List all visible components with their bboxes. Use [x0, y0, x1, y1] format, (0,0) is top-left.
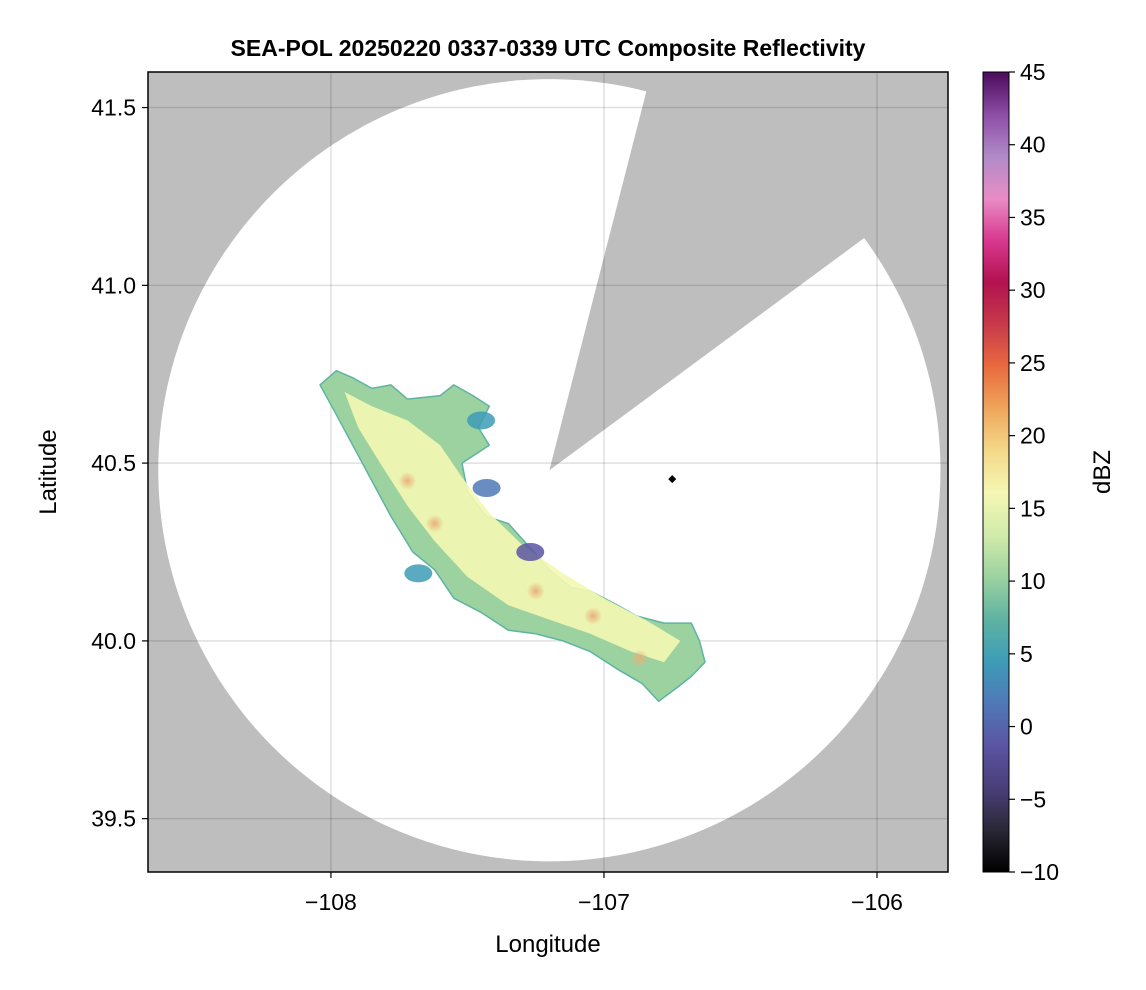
chart-title: SEA-POL 20250220 0337-0339 UTC Composite… — [231, 35, 866, 61]
colorbar-tick-label: −5 — [1020, 786, 1046, 812]
colorbar-tick-label: −10 — [1020, 859, 1059, 885]
colorbar-tick-label: 0 — [1020, 714, 1033, 740]
y-tick-label: 40.0 — [91, 628, 136, 654]
echo-core-region — [344, 392, 681, 663]
y-tick-label: 41.5 — [91, 95, 136, 121]
colorbar-gradient — [982, 71, 1010, 873]
echo-low-cell — [404, 564, 433, 583]
blocked-sector — [549, 72, 948, 471]
x-axis-ticks: −108 −107 −106 — [305, 872, 903, 915]
echo-low-cell — [472, 479, 501, 497]
colorbar: −10 −5 0 5 10 15 20 25 30 35 40 45 dBZ — [982, 59, 1116, 885]
echo-peak-cell — [584, 607, 603, 625]
colorbar-label: dBZ — [1089, 450, 1116, 494]
grid-lines — [148, 72, 948, 872]
plot-area — [147, 71, 949, 873]
y-axis-ticks: 39.5 40.0 40.5 41.0 41.5 — [91, 95, 148, 832]
y-tick-label: 40.5 — [91, 450, 136, 476]
colorbar-tick-label: 15 — [1020, 495, 1046, 521]
y-tick-label: 41.0 — [91, 272, 136, 298]
y-axis-label: Latitude — [35, 429, 62, 514]
x-axis-label: Longitude — [495, 931, 600, 958]
echo-low-cell — [467, 411, 496, 430]
x-tick-label: −107 — [578, 889, 630, 915]
colorbar-tick-label: 35 — [1020, 204, 1046, 230]
echo-low-cell — [516, 543, 545, 561]
radar-location-marker — [668, 475, 677, 484]
x-tick-label: −106 — [851, 889, 903, 915]
plot-frame — [147, 71, 949, 873]
echo-peak-cell — [398, 471, 417, 490]
echo-peak-cell — [425, 514, 444, 533]
colorbar-tick-label: 5 — [1020, 641, 1033, 667]
colorbar-ticks: −10 −5 0 5 10 15 20 25 30 35 40 45 — [1009, 59, 1059, 885]
colorbar-tick-label: 20 — [1020, 423, 1046, 449]
colorbar-tick-label: 45 — [1020, 59, 1046, 85]
reflectivity-echo — [319, 369, 706, 703]
colorbar-tick-label: 25 — [1020, 350, 1046, 376]
x-tick-label: −108 — [305, 889, 357, 915]
echo-peak-cell — [630, 649, 649, 668]
colorbar-tick-label: 30 — [1020, 277, 1046, 303]
y-tick-label: 39.5 — [91, 806, 136, 832]
colorbar-tick-label: 10 — [1020, 568, 1046, 594]
echo-peak-cell — [526, 582, 545, 601]
colorbar-tick-label: 40 — [1020, 132, 1046, 158]
